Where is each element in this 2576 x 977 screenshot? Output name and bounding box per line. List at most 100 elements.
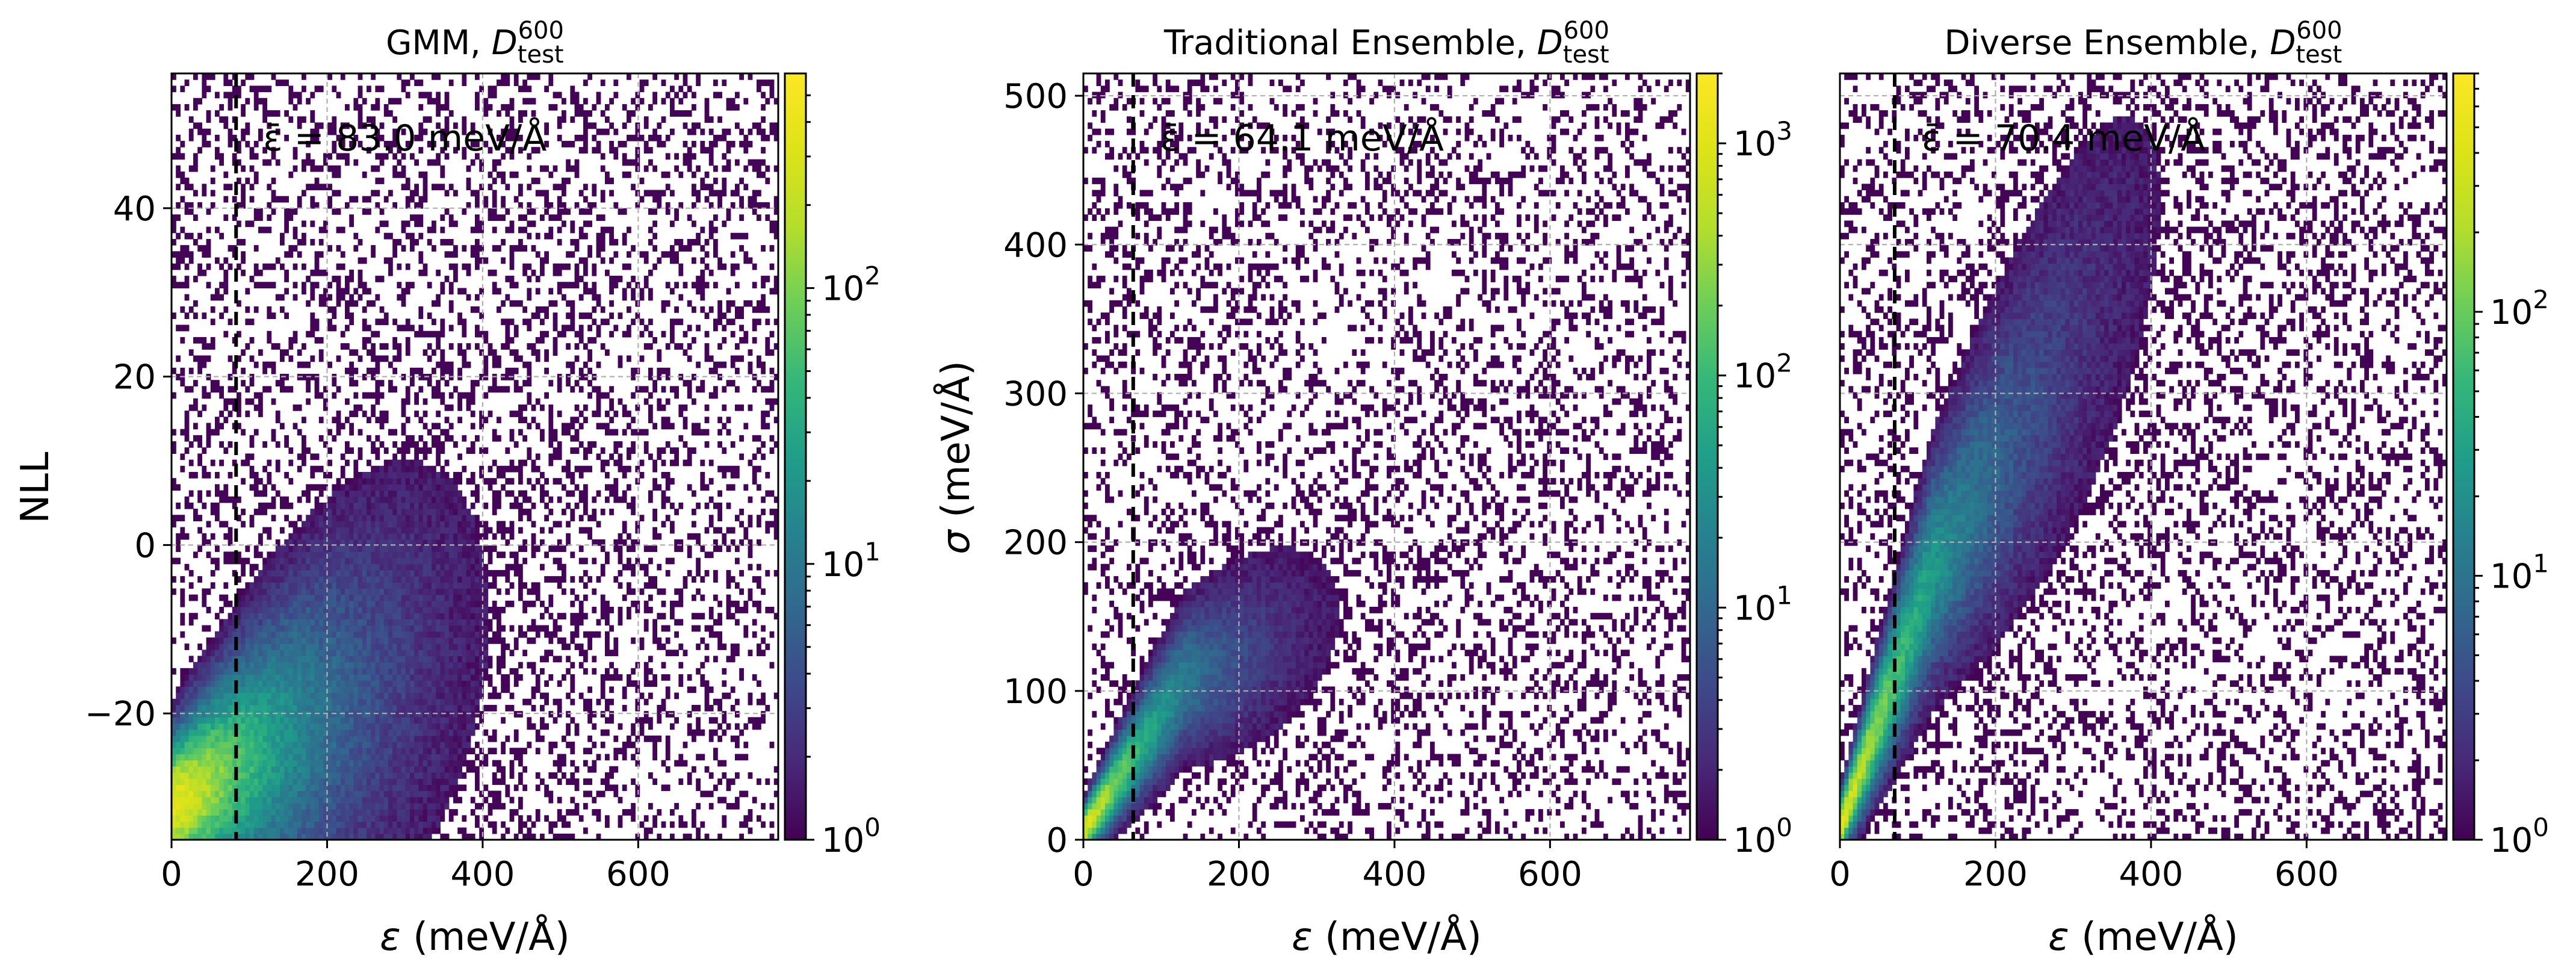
heatmap-cell — [358, 471, 363, 479]
heatmap-cell — [232, 674, 237, 681]
heatmap-cell — [427, 116, 432, 123]
heatmap-cell — [448, 539, 454, 546]
heatmap-cell — [371, 827, 376, 834]
heatmap-cell — [440, 698, 445, 706]
heatmap-cell — [306, 563, 311, 571]
heatmap-cell — [466, 674, 471, 681]
heatmap-cell — [180, 251, 185, 258]
heatmap-cell — [444, 521, 450, 528]
heatmap-cell — [241, 723, 246, 730]
heatmap-cell — [249, 760, 255, 767]
heatmap-cell — [383, 569, 389, 577]
heatmap-cell — [228, 717, 233, 724]
heatmap-cell — [184, 178, 190, 184]
heatmap-cell — [448, 502, 454, 509]
heatmap-cell — [466, 637, 471, 644]
heatmap-cell — [202, 796, 207, 804]
heatmap-cell — [397, 569, 402, 577]
heatmap-cell — [188, 208, 194, 215]
heatmap-cell — [444, 251, 450, 258]
heatmap-cell — [427, 784, 432, 792]
heatmap-cell — [202, 533, 207, 540]
heatmap-cell — [284, 276, 289, 282]
heatmap-cell — [340, 134, 345, 141]
heatmap-cell — [410, 656, 415, 663]
heatmap-cell — [271, 563, 276, 571]
heatmap-cell — [462, 686, 467, 693]
heatmap-cell — [253, 662, 259, 669]
heatmap-cell — [245, 742, 250, 748]
heatmap-cell — [444, 637, 450, 644]
heatmap-cell — [440, 355, 445, 362]
heatmap-cell — [453, 563, 458, 571]
heatmap-cell — [436, 644, 441, 650]
heatmap-cell — [237, 411, 241, 417]
heatmap-cell — [436, 184, 441, 191]
heatmap-cell — [275, 637, 280, 644]
heatmap-cell — [275, 594, 280, 601]
heatmap-cell — [253, 490, 259, 497]
heatmap-cell — [470, 656, 475, 663]
heatmap-cell — [336, 637, 341, 644]
heatmap-cell — [349, 276, 354, 282]
heatmap-cell — [470, 423, 475, 430]
heatmap-cell — [249, 735, 255, 742]
heatmap-cell — [349, 563, 354, 571]
heatmap-cell — [310, 686, 315, 693]
heatmap-cell — [172, 704, 176, 712]
heatmap-cell — [448, 478, 454, 485]
heatmap-cell — [327, 527, 332, 534]
heatmap-cell — [310, 116, 315, 123]
heatmap-cell — [275, 680, 280, 687]
heatmap-cell — [340, 827, 345, 834]
heatmap-cell — [253, 754, 259, 761]
heatmap-cell — [288, 729, 294, 736]
heatmap-cell — [271, 496, 276, 503]
heatmap-cell — [306, 484, 311, 491]
heatmap-cell — [353, 569, 359, 577]
heatmap-cell — [215, 686, 220, 693]
heatmap-cell — [280, 692, 285, 699]
heatmap-cell — [397, 324, 402, 332]
heatmap-cell — [379, 85, 385, 93]
heatmap-cell — [401, 576, 406, 583]
heatmap-cell — [267, 576, 272, 583]
heatmap-cell — [267, 790, 272, 798]
heatmap-cell — [466, 711, 471, 718]
heatmap-cell — [392, 238, 397, 246]
heatmap-cell — [332, 668, 337, 675]
heatmap-cell — [475, 802, 480, 810]
heatmap-cell — [206, 650, 211, 657]
heatmap-cell — [237, 238, 241, 246]
heatmap-cell — [176, 698, 181, 706]
heatmap-cell — [475, 98, 480, 105]
heatmap-cell — [405, 490, 410, 497]
heatmap-cell — [432, 527, 436, 534]
heatmap-cell — [414, 588, 419, 595]
heatmap-cell — [267, 680, 272, 687]
heatmap-cell — [184, 294, 190, 301]
heatmap-cell — [392, 644, 397, 650]
heatmap-cell — [405, 723, 410, 730]
heatmap-cell — [223, 417, 229, 424]
heatmap-cell — [172, 833, 176, 840]
heatmap-cell — [172, 760, 176, 767]
heatmap-cell — [176, 784, 181, 792]
heatmap-cell — [271, 735, 276, 742]
heatmap-cell — [180, 674, 185, 681]
heatmap-cell — [383, 153, 389, 160]
heatmap-cell — [367, 85, 371, 93]
heatmap-cell — [367, 582, 371, 589]
heatmap-cell — [401, 324, 406, 332]
heatmap-cell — [297, 122, 302, 129]
heatmap-cell — [388, 545, 393, 552]
heatmap-cell — [362, 772, 367, 779]
heatmap-cell — [475, 226, 480, 234]
heatmap-cell — [432, 423, 436, 430]
heatmap-cell — [405, 417, 410, 424]
heatmap-cell — [358, 515, 363, 522]
heatmap-cell — [418, 748, 424, 755]
heatmap-cell — [397, 98, 402, 105]
heatmap-cell — [440, 754, 445, 761]
heatmap-cell — [345, 582, 350, 589]
